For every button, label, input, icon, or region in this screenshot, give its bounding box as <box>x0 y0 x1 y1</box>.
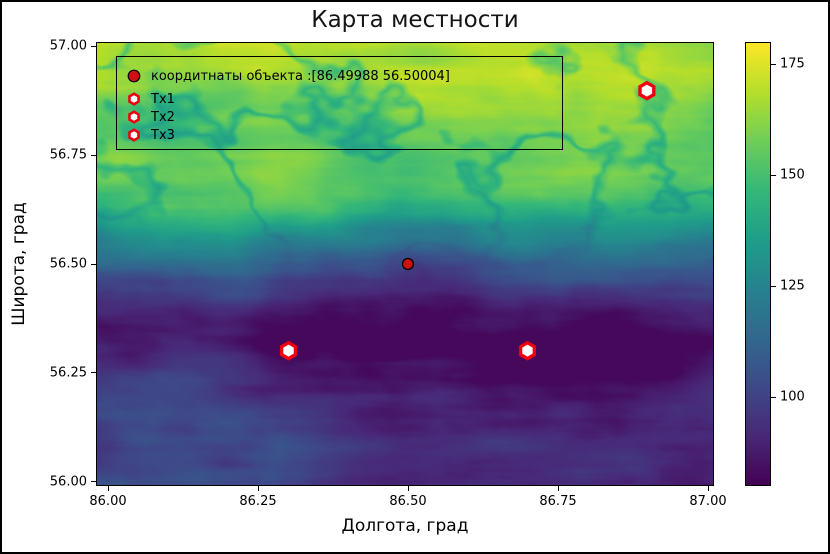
colorbar-gradient <box>746 43 770 485</box>
x-tick-label: 87.00 <box>689 494 727 509</box>
legend-label-object: коордитнаты объекта :[86.49988 56.50004] <box>151 68 450 84</box>
x-axis-label: Долгота, град <box>341 516 469 536</box>
x-tick-mark <box>107 486 109 491</box>
y-tick-label: 56.75 <box>49 147 87 163</box>
colorbar-tick-mark <box>771 285 776 287</box>
y-tick-mark <box>91 45 96 47</box>
x-tick-label: 86.25 <box>239 494 277 509</box>
colorbar-tick-label: 125 <box>780 278 805 294</box>
legend-label-tx3: Tx3 <box>151 127 175 143</box>
x-tick-mark <box>407 486 409 491</box>
hexagon-marker-icon <box>126 127 142 143</box>
colorbar-tick-label: 100 <box>780 389 805 405</box>
legend-item-tx2: Tx2 <box>126 108 553 126</box>
colorbar-tick-mark <box>771 396 776 398</box>
legend: коордитнаты объекта :[86.49988 56.50004]… <box>116 56 563 150</box>
x-tick-mark <box>257 486 259 491</box>
chart-title: Карта местности <box>311 7 519 33</box>
colorbar-tick-label: 175 <box>780 56 805 72</box>
legend-item-tx3: Tx3 <box>126 126 553 144</box>
colorbar-tick-label: 150 <box>780 167 805 183</box>
colorbar <box>745 42 771 486</box>
circle-marker-icon <box>126 68 142 84</box>
y-tick-label: 56.50 <box>49 256 87 272</box>
x-tick-mark <box>557 486 559 491</box>
colorbar-tick-mark <box>771 174 776 176</box>
y-tick-mark <box>91 481 96 483</box>
x-tick-label: 86.50 <box>389 494 427 509</box>
y-tick-label: 57.00 <box>49 38 87 54</box>
hexagon-marker-icon <box>126 109 142 125</box>
y-tick-mark <box>91 372 96 374</box>
x-tick-label: 86.00 <box>89 494 127 509</box>
y-tick-label: 56.25 <box>49 365 87 381</box>
y-tick-label: 56.00 <box>49 474 87 490</box>
plot-area: коордитнаты объекта :[86.49988 56.50004]… <box>96 42 714 486</box>
legend-label-tx1: Tx1 <box>151 91 175 107</box>
hexagon-marker-icon <box>126 91 142 107</box>
x-tick-mark <box>707 486 709 491</box>
legend-item-tx1: Tx1 <box>126 90 553 108</box>
colorbar-tick-mark <box>771 63 776 65</box>
x-tick-label: 86.75 <box>539 494 577 509</box>
legend-item-object: коордитнаты объекта :[86.49988 56.50004] <box>126 62 553 90</box>
y-tick-mark <box>91 154 96 156</box>
y-axis-label: Широта, град <box>9 202 29 326</box>
legend-label-tx2: Tx2 <box>151 109 175 125</box>
y-tick-mark <box>91 263 96 265</box>
